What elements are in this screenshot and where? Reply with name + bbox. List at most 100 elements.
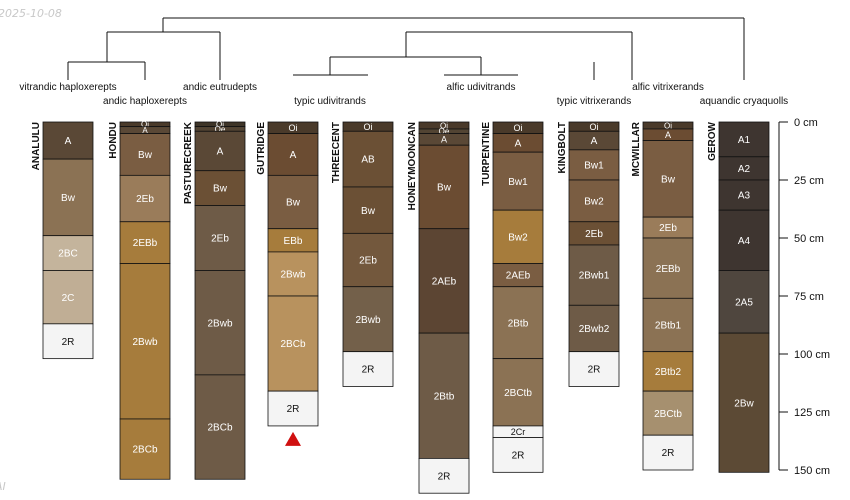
profile-name: PASTURECREEK <box>183 121 194 204</box>
depth-tick-label: 75 cm <box>794 291 824 303</box>
horizon-label: Bw <box>138 150 153 161</box>
horizon-rect <box>267 295 319 392</box>
horizon-label: 2EBb <box>656 264 681 275</box>
horizon-label: Bw <box>661 174 676 185</box>
horizon-rect <box>267 390 319 427</box>
horizon-label: 2R <box>588 365 601 376</box>
horizon-label: 2Bw <box>734 398 754 409</box>
horizon-rect <box>194 130 246 172</box>
horizon-label: Bw <box>437 183 452 194</box>
dendrogram <box>67 17 745 80</box>
horizon-rect <box>642 297 694 353</box>
taxon-label: andic eutrudepts <box>183 82 257 93</box>
horizon-label: A <box>142 126 148 135</box>
horizon-label: 2AEb <box>506 271 531 282</box>
horizon-label: 2BCb <box>280 339 305 350</box>
horizon-label: Oi <box>364 122 373 132</box>
horizon-rect <box>342 186 394 234</box>
horizon-rect <box>119 174 171 223</box>
horizon-label: Bw <box>286 198 301 209</box>
horizon-rect <box>342 351 394 387</box>
horizon-rect <box>418 332 470 459</box>
horizon-rect <box>718 332 770 473</box>
horizon-rect <box>718 209 770 271</box>
horizon-label: Oi <box>664 121 672 130</box>
depth-tick-label: 0 cm <box>794 117 818 129</box>
horizon-label: Oi <box>141 120 149 129</box>
horizon-rect <box>418 457 470 494</box>
horizon-rect <box>267 251 319 297</box>
horizon-rect <box>194 270 246 376</box>
horizon-label: 2Bwb2 <box>579 324 610 335</box>
horizon-label: A <box>65 136 72 147</box>
horizon-label: Oi <box>514 123 523 133</box>
horizon-label: A4 <box>738 236 751 247</box>
profile-name: HONDU <box>108 122 119 159</box>
horizon-label: Oe <box>439 127 450 136</box>
horizon-label: 2Eb <box>359 256 377 267</box>
horizon-label: 2Btb <box>508 318 529 329</box>
depth-tick-label: 150 cm <box>794 465 830 477</box>
horizon-rect <box>492 358 544 427</box>
horizon-rect <box>342 286 394 353</box>
horizon-label: 2BCtb <box>504 388 532 399</box>
horizon-label: 2R <box>512 451 525 462</box>
horizon-rect <box>642 390 694 436</box>
horizon-label: Bw <box>361 206 376 217</box>
depth-tick-label: 100 cm <box>794 349 830 361</box>
horizon-label: A <box>515 138 522 149</box>
horizon-rect <box>42 158 94 237</box>
taxon-label: alfic vitrixerands <box>632 82 704 93</box>
horizon-label: A <box>591 136 598 147</box>
horizon-rect <box>718 270 770 334</box>
horizon-label: EBb <box>284 236 303 247</box>
horizon-label: 2A5 <box>735 297 753 308</box>
horizon-rect <box>418 144 470 230</box>
horizon-rect <box>119 133 171 176</box>
horizon-label: AB <box>361 155 375 166</box>
horizon-rect <box>42 121 94 160</box>
horizon-label: 2Eb <box>211 234 229 245</box>
horizon-label: 2Eb <box>585 229 603 240</box>
horizon-rect <box>42 323 94 360</box>
horizon-rect <box>568 149 620 181</box>
horizon-label: 2R <box>287 404 300 415</box>
horizon-rect <box>568 304 620 353</box>
horizon-rect <box>718 121 770 158</box>
horizon-label: 2Bwb <box>207 318 232 329</box>
horizon-label: 2Eb <box>659 223 677 234</box>
horizon-rect <box>568 244 620 306</box>
horizon-label: Bw2 <box>584 196 604 207</box>
taxon-label: typic udivitrands <box>294 96 366 107</box>
horizon-rect <box>492 151 544 211</box>
horizon-rect <box>568 179 620 223</box>
date-stamp: 2025-10-08 <box>0 7 62 20</box>
horizon-label: 2R <box>362 365 375 376</box>
profile-name: TURPENTINE <box>481 122 492 186</box>
depth-tick-label: 50 cm <box>794 233 824 245</box>
taxon-label: alfic udivitrands <box>447 82 516 93</box>
depth-tick-label: 125 cm <box>794 407 830 419</box>
horizon-label: A <box>290 150 297 161</box>
horizon-label: 2EBb <box>133 238 158 249</box>
horizon-rect <box>342 130 394 188</box>
horizon-label: A <box>217 147 224 158</box>
soil-profile: Oi A Bw EBb 2Bwb 2BCb 2R GUTRIDGE <box>256 121 319 446</box>
horizon-label: Oi <box>289 123 298 133</box>
horizon-rect <box>194 374 246 480</box>
taxon-label: vitrandic haploxerepts <box>19 82 116 93</box>
horizon-rect <box>492 209 544 264</box>
horizon-label: 2Bwb <box>280 270 305 281</box>
horizon-label: 2Btb <box>434 391 455 402</box>
horizon-label: A3 <box>738 191 751 202</box>
horizon-rect <box>194 170 246 206</box>
profile-name: GEROW <box>707 121 718 160</box>
soil-profile: Oi A Bw1 Bw2 2Eb 2Bwb1 2Bwb2 2R KINGBOLT <box>557 121 620 387</box>
horizon-rect <box>492 286 544 360</box>
horizon-label: A1 <box>738 135 751 146</box>
depth-axis: 0 cm 25 cm 50 cm 75 cm 100 cm 125 cm 150 cm <box>778 117 830 477</box>
horizon-rect <box>119 418 171 480</box>
